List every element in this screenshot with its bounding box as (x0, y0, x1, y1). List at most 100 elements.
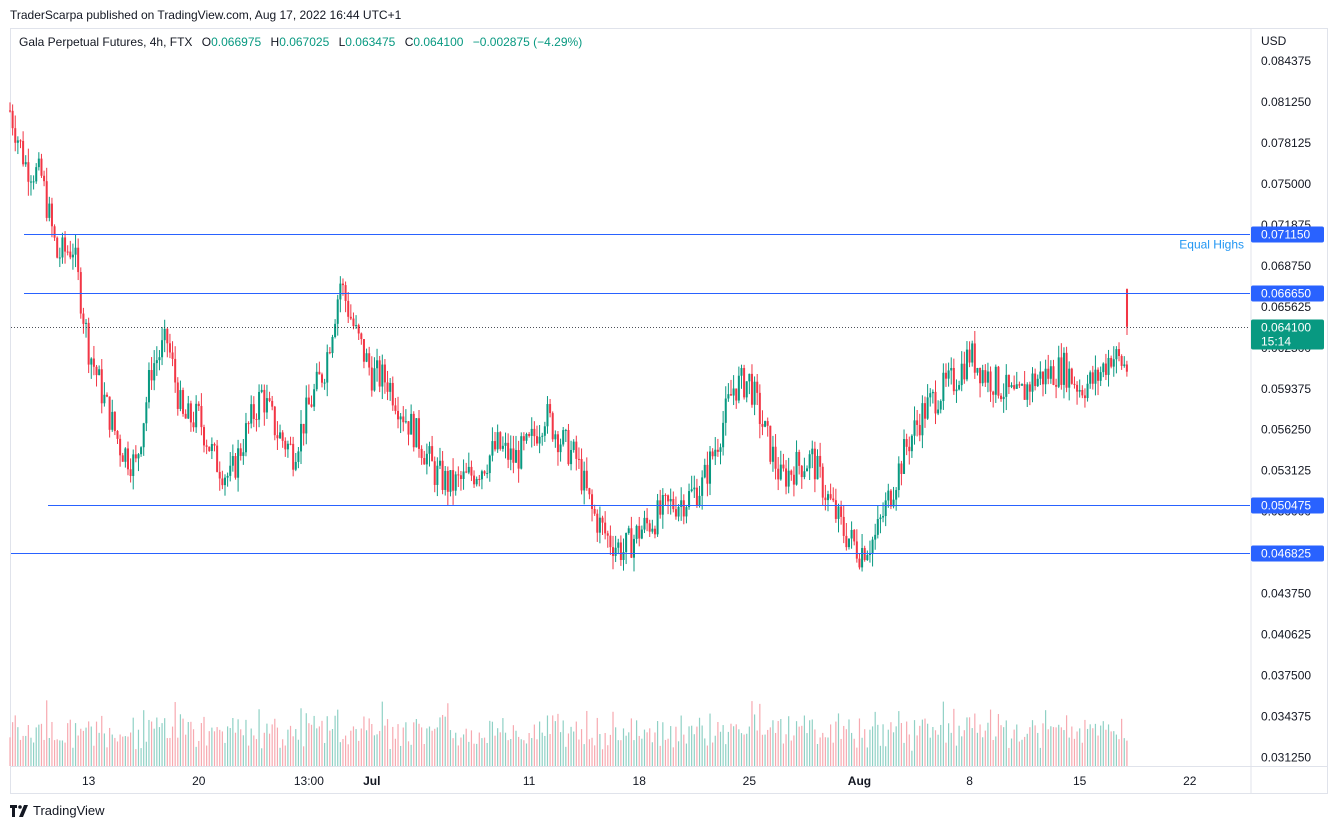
volume-bar (499, 732, 501, 766)
candle-body (693, 487, 696, 490)
volume-bar (494, 735, 496, 766)
candle-body (669, 498, 672, 502)
volume-bar (14, 715, 16, 766)
candle-body (512, 448, 515, 463)
candle-body (381, 364, 384, 387)
candle-body (905, 439, 908, 447)
candle-body (40, 158, 43, 176)
candle-body (1034, 373, 1037, 387)
volume-bar (764, 734, 766, 766)
x-tick-label: 13 (82, 774, 96, 788)
volume-bar (182, 718, 184, 766)
candle-body (496, 432, 499, 450)
candle-body (989, 371, 992, 392)
candle-body (250, 404, 253, 424)
volume-bar (203, 716, 205, 766)
candle-body (1028, 384, 1031, 392)
volume-bar (179, 714, 182, 766)
volume-bar (523, 740, 525, 766)
volume-bar (814, 729, 816, 766)
volume-bar (892, 732, 895, 766)
volume-bar (942, 701, 944, 766)
candle-body (132, 454, 135, 476)
publish-header: TraderScarpa published on TradingView.co… (10, 8, 402, 22)
volume-bar (111, 734, 113, 766)
volume-bar (337, 709, 339, 766)
candle-body (373, 368, 376, 391)
volume-bar (856, 747, 858, 766)
candle-body (1060, 357, 1063, 385)
volume-bar (219, 729, 221, 766)
volume-bar (837, 713, 840, 766)
candle-body (355, 325, 358, 327)
volume-bar (51, 721, 53, 766)
volume-bar (898, 711, 900, 766)
volume-bar (190, 721, 192, 766)
candle-body (992, 391, 995, 395)
candle-body (24, 162, 27, 165)
volume-bar (468, 741, 470, 766)
candle-body (756, 381, 759, 393)
candle-body (300, 423, 303, 452)
volume-bar (704, 738, 706, 766)
candle-body (412, 413, 415, 448)
candle-body (383, 364, 386, 383)
candle-body (1013, 385, 1016, 389)
volume-bar (615, 727, 617, 766)
volume-bar (394, 738, 397, 766)
volume-bar (206, 745, 208, 766)
candle-body (318, 371, 321, 375)
volume-bar (447, 703, 449, 766)
candle-body (926, 397, 929, 419)
candle-body (923, 403, 927, 419)
volume-bar (1073, 738, 1076, 766)
volume-bar (882, 724, 884, 766)
volume-bar (717, 721, 719, 766)
low-value: 0.063475 (345, 35, 396, 49)
volume-bar (955, 745, 958, 766)
candle-body (294, 461, 297, 470)
candle-body (701, 477, 704, 496)
candle-body (627, 528, 630, 534)
volume-bar (98, 732, 100, 766)
volume-bar (363, 716, 365, 766)
candle-body (1118, 349, 1121, 357)
volume-bar (255, 739, 258, 766)
open-label: O (201, 35, 212, 49)
candle-body (473, 475, 476, 485)
candle-body (724, 398, 727, 423)
candle-body (792, 474, 795, 485)
volume-bar (473, 743, 475, 766)
candle-body (376, 360, 379, 369)
candle-body (861, 548, 864, 568)
volume-bar (1042, 723, 1044, 766)
candle-body (1107, 357, 1110, 375)
volume-bar (832, 742, 834, 766)
volume-bar (392, 726, 394, 766)
candle-body (85, 322, 88, 324)
candle-body (182, 390, 185, 414)
volume-bar (680, 715, 682, 766)
candle-body (323, 382, 326, 384)
candle-body (656, 500, 659, 535)
candle-body (145, 402, 148, 424)
volume-bar (263, 732, 265, 766)
candle-body (305, 397, 308, 434)
volume-bar (853, 738, 855, 766)
candle-body (218, 471, 221, 479)
volume-bar (709, 713, 711, 766)
volume-bar (1100, 725, 1102, 766)
volume-bar (242, 735, 244, 766)
candle-body (326, 352, 329, 383)
candle-body (745, 381, 748, 398)
candle-body (119, 438, 122, 456)
volume-bar (30, 737, 32, 766)
volume-bar (612, 711, 614, 766)
volume-bar (871, 726, 874, 766)
volume-bar (675, 726, 677, 766)
candle-body (716, 449, 719, 452)
volume-bar (321, 720, 323, 766)
volume-bar (940, 724, 942, 766)
x-tick-label: 20 (192, 774, 206, 788)
